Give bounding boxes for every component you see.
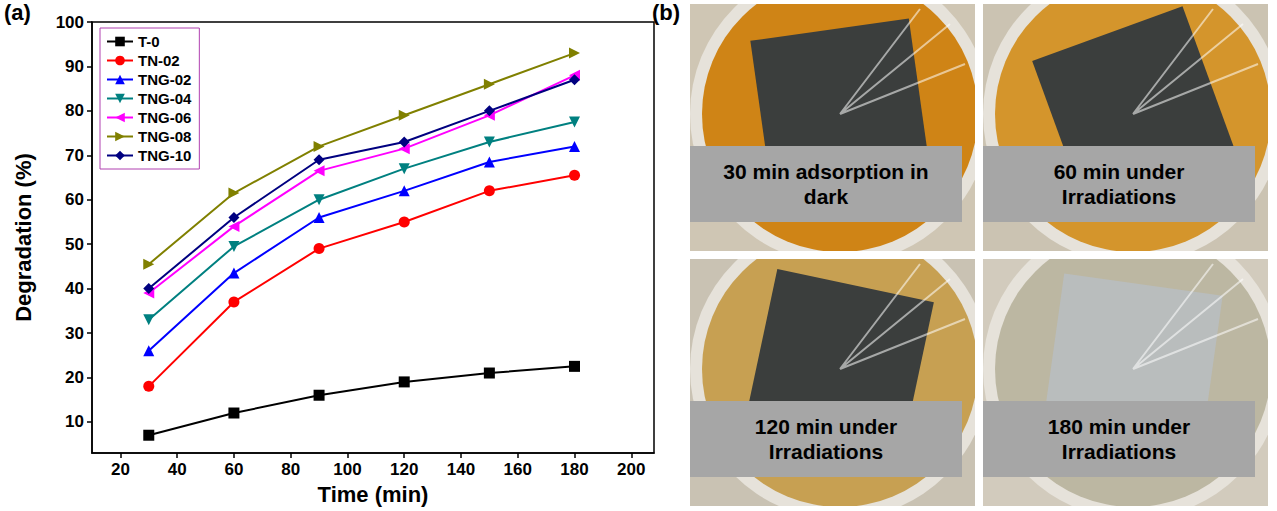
html-text:120 min under Irradiations: 120 min under Irradiations (754, 415, 898, 463)
svg-text:TNG-06: TNG-06 (138, 109, 191, 126)
svg-text:30: 30 (65, 324, 84, 343)
svg-text:160: 160 (504, 460, 532, 479)
svg-text:40: 40 (65, 279, 84, 298)
svg-text:20: 20 (111, 460, 130, 479)
svg-text:100: 100 (56, 13, 84, 32)
svg-text:50: 50 (65, 235, 84, 254)
svg-text:TNG-04: TNG-04 (138, 90, 192, 107)
svg-text:TN-02: TN-02 (138, 52, 180, 69)
svg-text:120: 120 (390, 460, 418, 479)
html-text:30 min adsorption in dark: 30 min adsorption in dark (723, 160, 929, 208)
html-text:60 min under Irradiations: 60 min under Irradiations (1053, 160, 1185, 208)
html-text:180 min under Irradiations: 180 min under Irradiations (1047, 415, 1191, 463)
svg-text:Time (min): Time (min) (318, 482, 429, 507)
svg-text:90: 90 (65, 57, 84, 76)
svg-text:70: 70 (65, 146, 84, 165)
svg-text:80: 80 (65, 101, 84, 120)
svg-text:T-0: T-0 (138, 33, 160, 50)
html-text:(a): (a) (4, 0, 31, 25)
svg-text:10: 10 (65, 412, 84, 431)
svg-text:140: 140 (447, 460, 475, 479)
svg-text:60: 60 (224, 460, 243, 479)
svg-text:180: 180 (560, 460, 588, 479)
svg-text:40: 40 (168, 460, 187, 479)
svg-text:TNG-08: TNG-08 (138, 128, 191, 145)
svg-text:TNG-02: TNG-02 (138, 71, 191, 88)
svg-text:20: 20 (65, 368, 84, 387)
svg-text:Degradation (%): Degradation (%) (11, 153, 36, 322)
svg-text:80: 80 (281, 460, 300, 479)
html-text:(b): (b) (652, 0, 681, 25)
svg-text:100: 100 (333, 460, 361, 479)
svg-text:60: 60 (65, 190, 84, 209)
svg-text:200: 200 (617, 460, 645, 479)
svg-text:TNG-10: TNG-10 (138, 147, 191, 164)
